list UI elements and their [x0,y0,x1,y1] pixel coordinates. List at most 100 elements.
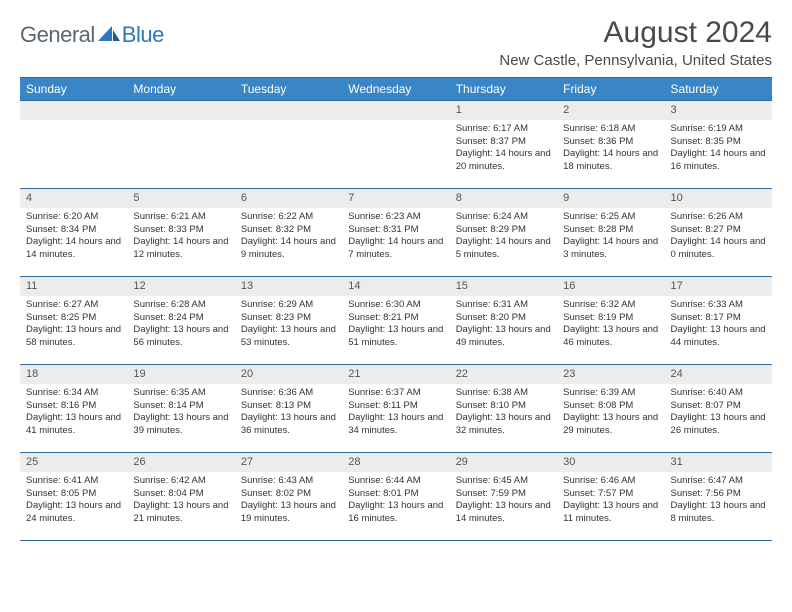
daylight-text: Daylight: 13 hours and 51 minutes. [348,324,443,350]
sunset-text: Sunset: 8:10 PM [456,400,551,413]
daylight-text: Daylight: 14 hours and 0 minutes. [671,236,766,262]
sunrise-text: Sunrise: 6:21 AM [133,211,228,224]
day-body: Sunrise: 6:28 AMSunset: 8:24 PMDaylight:… [127,296,234,352]
sunrise-text: Sunrise: 6:46 AM [563,475,658,488]
sunrise-text: Sunrise: 6:39 AM [563,387,658,400]
sunrise-text: Sunrise: 6:36 AM [241,387,336,400]
calendar-day-cell: 25Sunrise: 6:41 AMSunset: 8:05 PMDayligh… [20,453,127,541]
logo-text-general: General [20,22,95,48]
day-body: Sunrise: 6:25 AMSunset: 8:28 PMDaylight:… [557,208,664,264]
day-number [127,101,234,120]
sunset-text: Sunset: 8:27 PM [671,224,766,237]
day-body [342,120,449,125]
day-number: 18 [20,365,127,384]
sunset-text: Sunset: 8:19 PM [563,312,658,325]
page-title: August 2024 [499,16,772,50]
calendar-day-cell: 26Sunrise: 6:42 AMSunset: 8:04 PMDayligh… [127,453,234,541]
title-block: August 2024 New Castle, Pennsylvania, Un… [499,16,772,69]
sunset-text: Sunset: 7:56 PM [671,488,766,501]
daylight-text: Daylight: 13 hours and 29 minutes. [563,412,658,438]
calendar-day-cell: 11Sunrise: 6:27 AMSunset: 8:25 PMDayligh… [20,277,127,365]
page-subtitle: New Castle, Pennsylvania, United States [499,52,772,69]
day-body: Sunrise: 6:32 AMSunset: 8:19 PMDaylight:… [557,296,664,352]
sunrise-text: Sunrise: 6:26 AM [671,211,766,224]
day-number [235,101,342,120]
sunset-text: Sunset: 8:36 PM [563,136,658,149]
day-body: Sunrise: 6:42 AMSunset: 8:04 PMDaylight:… [127,472,234,528]
sunrise-text: Sunrise: 6:28 AM [133,299,228,312]
sunset-text: Sunset: 8:13 PM [241,400,336,413]
daylight-text: Daylight: 13 hours and 34 minutes. [348,412,443,438]
sunrise-text: Sunrise: 6:25 AM [563,211,658,224]
weekday-header-row: SundayMondayTuesdayWednesdayThursdayFrid… [20,78,772,101]
calendar-day-cell: 8Sunrise: 6:24 AMSunset: 8:29 PMDaylight… [450,189,557,277]
calendar-day-cell: 5Sunrise: 6:21 AMSunset: 8:33 PMDaylight… [127,189,234,277]
sunrise-text: Sunrise: 6:30 AM [348,299,443,312]
sunset-text: Sunset: 8:04 PM [133,488,228,501]
sunrise-text: Sunrise: 6:44 AM [348,475,443,488]
calendar-day-cell: 14Sunrise: 6:30 AMSunset: 8:21 PMDayligh… [342,277,449,365]
calendar-page: General Blue August 2024 New Castle, Pen… [0,0,792,551]
sunrise-text: Sunrise: 6:17 AM [456,123,551,136]
calendar-day-cell [235,101,342,189]
sunrise-text: Sunrise: 6:41 AM [26,475,121,488]
calendar-day-cell: 30Sunrise: 6:46 AMSunset: 7:57 PMDayligh… [557,453,664,541]
sunset-text: Sunset: 8:28 PM [563,224,658,237]
day-number: 2 [557,101,664,120]
day-body: Sunrise: 6:21 AMSunset: 8:33 PMDaylight:… [127,208,234,264]
sunset-text: Sunset: 7:57 PM [563,488,658,501]
daylight-text: Daylight: 13 hours and 58 minutes. [26,324,121,350]
daylight-text: Daylight: 14 hours and 3 minutes. [563,236,658,262]
sunset-text: Sunset: 8:21 PM [348,312,443,325]
sunset-text: Sunset: 8:31 PM [348,224,443,237]
calendar-week-row: 1Sunrise: 6:17 AMSunset: 8:37 PMDaylight… [20,101,772,189]
daylight-text: Daylight: 14 hours and 7 minutes. [348,236,443,262]
sunset-text: Sunset: 8:16 PM [26,400,121,413]
day-number: 31 [665,453,772,472]
daylight-text: Daylight: 13 hours and 53 minutes. [241,324,336,350]
day-body [20,120,127,125]
daylight-text: Daylight: 13 hours and 49 minutes. [456,324,551,350]
daylight-text: Daylight: 13 hours and 32 minutes. [456,412,551,438]
day-number: 4 [20,189,127,208]
weekday-header: Saturday [665,78,772,101]
daylight-text: Daylight: 13 hours and 16 minutes. [348,500,443,526]
day-body [127,120,234,125]
day-body: Sunrise: 6:17 AMSunset: 8:37 PMDaylight:… [450,120,557,176]
calendar-day-cell: 7Sunrise: 6:23 AMSunset: 8:31 PMDaylight… [342,189,449,277]
sunrise-text: Sunrise: 6:43 AM [241,475,336,488]
calendar-day-cell: 19Sunrise: 6:35 AMSunset: 8:14 PMDayligh… [127,365,234,453]
sunset-text: Sunset: 8:29 PM [456,224,551,237]
day-body: Sunrise: 6:45 AMSunset: 7:59 PMDaylight:… [450,472,557,528]
page-header: General Blue August 2024 New Castle, Pen… [20,16,772,69]
day-body: Sunrise: 6:46 AMSunset: 7:57 PMDaylight:… [557,472,664,528]
calendar-day-cell [342,101,449,189]
calendar-day-cell: 16Sunrise: 6:32 AMSunset: 8:19 PMDayligh… [557,277,664,365]
calendar-day-cell: 31Sunrise: 6:47 AMSunset: 7:56 PMDayligh… [665,453,772,541]
daylight-text: Daylight: 13 hours and 19 minutes. [241,500,336,526]
day-body: Sunrise: 6:43 AMSunset: 8:02 PMDaylight:… [235,472,342,528]
sunrise-text: Sunrise: 6:33 AM [671,299,766,312]
day-number: 17 [665,277,772,296]
sunset-text: Sunset: 8:20 PM [456,312,551,325]
sunset-text: Sunset: 8:17 PM [671,312,766,325]
weekday-header: Sunday [20,78,127,101]
day-body: Sunrise: 6:38 AMSunset: 8:10 PMDaylight:… [450,384,557,440]
daylight-text: Daylight: 13 hours and 14 minutes. [456,500,551,526]
calendar-day-cell: 23Sunrise: 6:39 AMSunset: 8:08 PMDayligh… [557,365,664,453]
calendar-day-cell: 6Sunrise: 6:22 AMSunset: 8:32 PMDaylight… [235,189,342,277]
sunrise-text: Sunrise: 6:23 AM [348,211,443,224]
day-body: Sunrise: 6:40 AMSunset: 8:07 PMDaylight:… [665,384,772,440]
daylight-text: Daylight: 14 hours and 18 minutes. [563,148,658,174]
weekday-header: Monday [127,78,234,101]
daylight-text: Daylight: 13 hours and 46 minutes. [563,324,658,350]
daylight-text: Daylight: 14 hours and 14 minutes. [26,236,121,262]
calendar-day-cell: 2Sunrise: 6:18 AMSunset: 8:36 PMDaylight… [557,101,664,189]
daylight-text: Daylight: 13 hours and 26 minutes. [671,412,766,438]
sunrise-text: Sunrise: 6:35 AM [133,387,228,400]
calendar-day-cell: 17Sunrise: 6:33 AMSunset: 8:17 PMDayligh… [665,277,772,365]
sunset-text: Sunset: 8:01 PM [348,488,443,501]
weekday-header: Wednesday [342,78,449,101]
day-body: Sunrise: 6:47 AMSunset: 7:56 PMDaylight:… [665,472,772,528]
sunset-text: Sunset: 8:02 PM [241,488,336,501]
